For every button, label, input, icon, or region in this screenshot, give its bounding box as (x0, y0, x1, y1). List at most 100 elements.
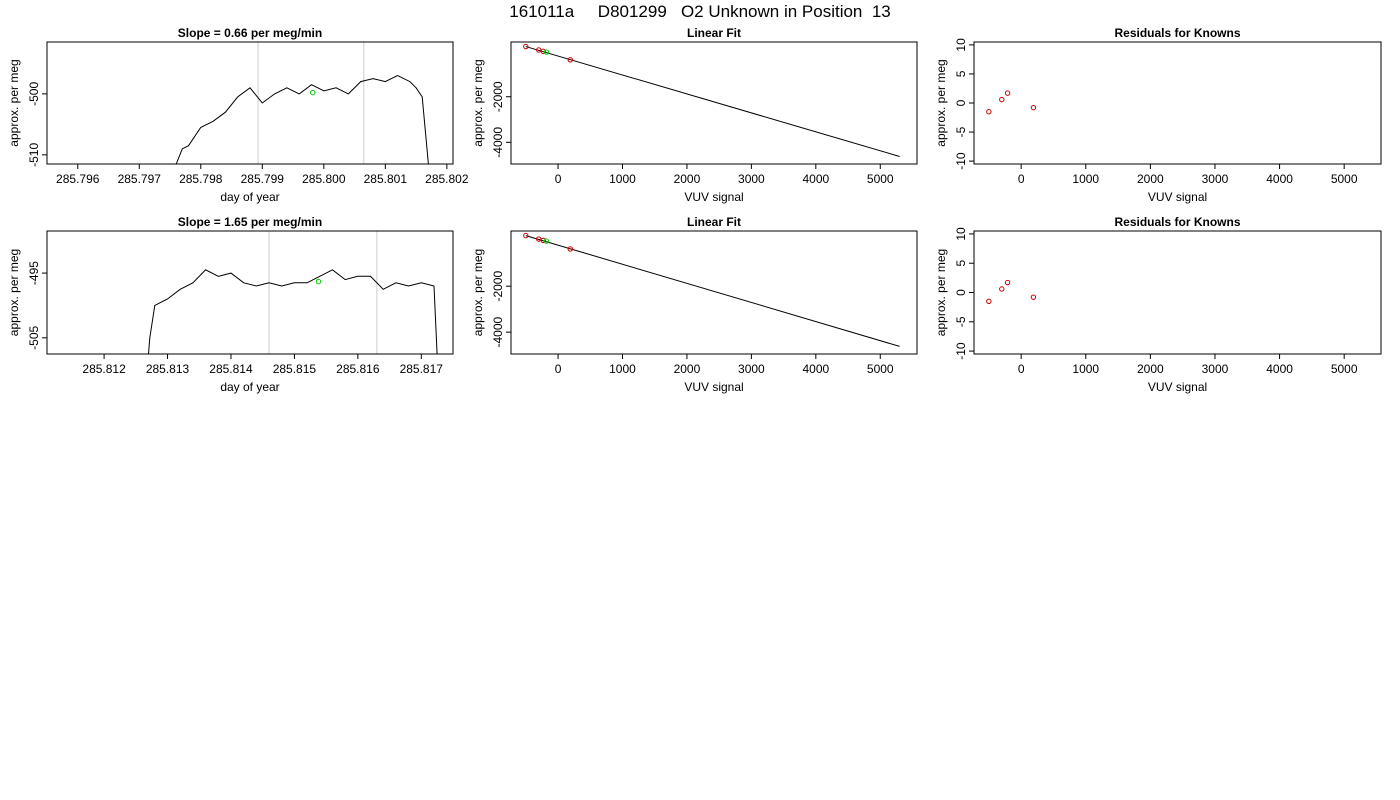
x-tick-label: 2000 (674, 172, 701, 186)
x-tick-label: 285.796 (56, 172, 100, 186)
data-series-line (175, 74, 429, 164)
y-tick-label: -2000 (491, 271, 505, 302)
known-point (567, 246, 573, 252)
y-axis-label: approx. per meg (7, 249, 21, 336)
chart-title: Residuals for Knowns (1114, 215, 1240, 229)
chart-title: Residuals for Knowns (1114, 26, 1240, 40)
y-tick-label: 10 (954, 38, 968, 52)
known-point (999, 286, 1005, 292)
x-tick-label: 2000 (1137, 172, 1164, 186)
fit-line (525, 235, 900, 347)
chart-panel-3: Residuals for Knowns 0 1000 2000 3000 4000 500… (934, 26, 1382, 204)
fit-line (525, 46, 900, 157)
known-point (523, 43, 529, 50)
y-tick-label: 5 (954, 70, 968, 77)
chart-title: Slope = 0.66 per meg/min (178, 26, 322, 40)
known-point (540, 48, 546, 55)
known-point (1004, 90, 1011, 96)
x-tick-label: 285.815 (273, 362, 317, 376)
x-tick-label: 5000 (1331, 172, 1358, 186)
y-tick-label: -10 (954, 152, 968, 170)
known-point (1004, 279, 1011, 286)
y-axis-label: approx. per meg (471, 249, 485, 336)
y-tick-label: -510 (27, 143, 41, 167)
x-tick-label: 285.814 (209, 362, 253, 376)
chart-panel-2: Linear Fit 0 1000 2000 3000 4000 5000 VUV signa… (471, 26, 918, 204)
x-tick-label: 1000 (609, 172, 636, 186)
y-axis-label: approx. per meg (7, 59, 21, 146)
plot-area (523, 232, 900, 347)
x-axis-label: VUV signal (1148, 380, 1207, 394)
x-tick-label: 2000 (1137, 362, 1164, 376)
chart-title: Linear Fit (687, 26, 741, 40)
y-tick-label: -4000 (491, 127, 505, 158)
plot-area (986, 90, 1037, 115)
y-tick-label: 0 (954, 289, 968, 296)
x-tick-label: 3000 (738, 172, 765, 186)
x-tick-label: 285.813 (146, 362, 190, 376)
plot-area (175, 74, 429, 164)
x-tick-label: 4000 (1266, 362, 1293, 376)
y-tick-label: 10 (954, 227, 968, 241)
x-tick-label: 1000 (1072, 172, 1099, 186)
plot-frame (973, 41, 1382, 165)
chart-panel-4: Slope = 1.65 per meg/min 285.812 285.813 28… (7, 215, 454, 394)
plot-frame (46, 230, 454, 355)
x-tick-label: 3000 (1202, 172, 1229, 186)
x-tick-label: 4000 (802, 362, 829, 376)
y-tick-label: 5 (954, 260, 968, 267)
x-tick-label: 285.798 (179, 172, 223, 186)
y-tick-label: -10 (954, 342, 968, 360)
x-tick-label: 285.799 (241, 172, 285, 186)
y-tick-label: -5 (954, 316, 968, 327)
y-tick-label: -495 (27, 261, 41, 285)
x-tick-label: 2000 (674, 362, 701, 376)
unknown-point (315, 278, 322, 285)
x-tick-label: 5000 (867, 362, 894, 376)
x-tick-label: 285.812 (82, 362, 126, 376)
x-tick-label: 285.816 (336, 362, 380, 376)
x-axis-label: VUV signal (684, 380, 743, 394)
plot-frame (510, 230, 918, 355)
x-axis-label: day of year (220, 190, 279, 204)
x-axis-label: VUV signal (1148, 190, 1207, 204)
x-tick-label: 285.797 (118, 172, 162, 186)
chart-panel-5: Linear Fit 0 1000 2000 3000 4000 5000 VUV signa… (471, 215, 918, 394)
x-tick-label: 0 (1018, 172, 1025, 186)
y-tick-label: -4000 (491, 316, 505, 347)
known-point (567, 57, 573, 63)
known-point (986, 298, 992, 304)
plot-area (523, 43, 900, 157)
figure-title: 161011a D801299 O2 Unknown in Position 1… (509, 2, 891, 21)
known-point (1030, 104, 1037, 111)
unknown-point (310, 89, 316, 96)
known-point (1030, 294, 1037, 300)
x-tick-label: 0 (555, 362, 562, 376)
plot-frame (973, 230, 1382, 355)
known-point (523, 232, 529, 239)
x-tick-label: 3000 (738, 362, 765, 376)
x-tick-label: 3000 (1202, 362, 1229, 376)
y-tick-label: -2000 (491, 81, 505, 112)
y-axis-label: approx. per meg (471, 59, 485, 146)
x-tick-label: 285.817 (400, 362, 444, 376)
x-tick-label: 4000 (1266, 172, 1293, 186)
x-tick-label: 5000 (1331, 362, 1358, 376)
known-point (540, 237, 546, 244)
chart-title: Slope = 1.65 per meg/min (178, 215, 322, 229)
chart-panel-1: Slope = 0.66 per meg/min 285.796 285.797 28… (7, 26, 469, 204)
y-axis-label: approx. per meg (934, 59, 948, 146)
plot-area (148, 269, 438, 354)
x-tick-label: 1000 (609, 362, 636, 376)
x-tick-label: 0 (1018, 362, 1025, 376)
x-tick-label: 1000 (1072, 362, 1099, 376)
x-tick-label: 285.801 (364, 172, 408, 186)
y-axis-label: approx. per meg (934, 249, 948, 336)
known-point (999, 96, 1005, 103)
x-tick-label: 0 (555, 172, 562, 186)
y-tick-label: 0 (954, 99, 968, 106)
x-axis-label: VUV signal (684, 190, 743, 204)
known-point (986, 109, 992, 115)
